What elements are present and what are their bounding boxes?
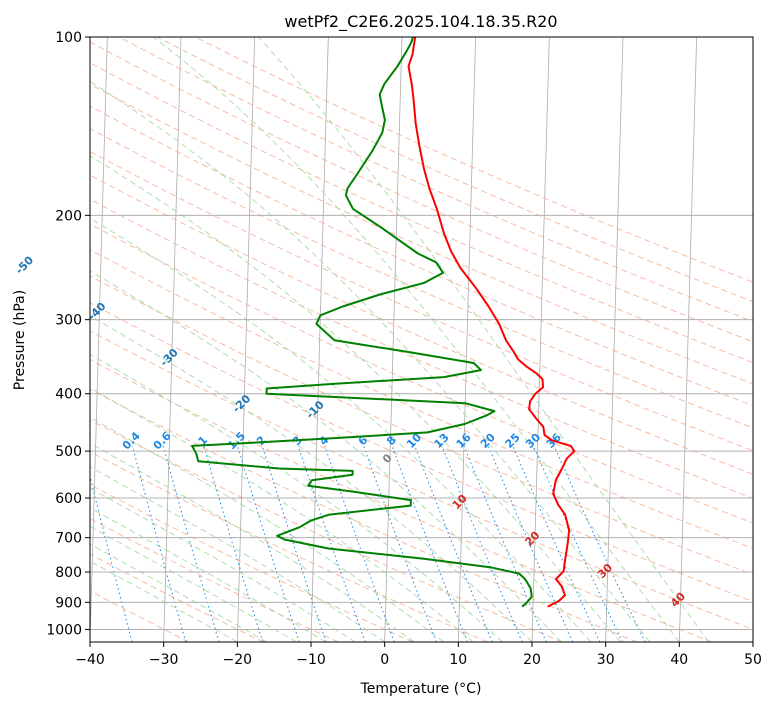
dry-adiabat-line bbox=[90, 451, 488, 642]
x-axis: −40 −30 −20 −10 0 10 20 30 40 50 bbox=[75, 642, 762, 668]
dry-adiabat-line bbox=[194, 37, 753, 283]
x-tick-label: 50 bbox=[744, 652, 762, 668]
dry-adiabat-line bbox=[90, 590, 190, 642]
mixing-ratio-line bbox=[391, 445, 468, 642]
moist-adiabat-line bbox=[152, 37, 680, 642]
mixing-ratio-line bbox=[553, 445, 646, 642]
mixing-ratio-line bbox=[203, 445, 264, 642]
y-tick-label: 300 bbox=[55, 313, 82, 329]
dry-adiabat-line bbox=[90, 198, 753, 499]
mixing-ratio-line bbox=[463, 445, 547, 642]
moist-adiabat-line bbox=[90, 387, 474, 642]
moist-adiabat-line bbox=[90, 466, 385, 642]
dry-adiabat-line bbox=[90, 83, 753, 385]
dry-adiabat-line bbox=[90, 275, 753, 576]
y-tick-label: 700 bbox=[55, 531, 82, 547]
dry-adiabat-line bbox=[90, 358, 712, 642]
moist-adiabat-line bbox=[90, 80, 651, 642]
x-tick-label: −20 bbox=[223, 652, 253, 668]
x-tick-label: 30 bbox=[597, 652, 615, 668]
y-axis-title: Pressure (hPa) bbox=[12, 290, 28, 390]
x-tick-label: 40 bbox=[670, 652, 688, 668]
moist-adiabat-line bbox=[90, 155, 621, 642]
y-tick-label: 900 bbox=[55, 595, 82, 611]
x-tick-label: 10 bbox=[449, 652, 467, 668]
x-tick-label: 20 bbox=[523, 652, 541, 668]
plot-frame bbox=[89, 36, 754, 643]
isotherm-label: -50 bbox=[13, 253, 36, 276]
mixing-ratio-line bbox=[90, 474, 133, 642]
dry-adiabat-line bbox=[90, 419, 563, 642]
temperature-line bbox=[407, 37, 576, 608]
x-tick-label: −40 bbox=[75, 652, 105, 668]
x-tick-label: 0 bbox=[380, 652, 389, 668]
dry-adiabat-line bbox=[90, 105, 753, 407]
dry-adiabat-line bbox=[90, 553, 264, 642]
moist-adiabat-line bbox=[90, 442, 415, 642]
dry-adiabat-line bbox=[90, 174, 753, 475]
isotherm-line bbox=[236, 37, 256, 642]
moist-adiabat-line bbox=[90, 416, 444, 642]
dry-adiabat-line bbox=[118, 37, 753, 323]
isotherm-line bbox=[752, 628, 753, 642]
y-tick-label: 100 bbox=[55, 30, 82, 46]
isotherm-line bbox=[678, 37, 698, 642]
dry-adiabat-line bbox=[90, 483, 414, 642]
dry-adiabat-line bbox=[90, 388, 638, 642]
moist-adiabat-line bbox=[90, 315, 533, 642]
y-tick-label: 200 bbox=[55, 208, 82, 224]
moist-adiabat-line bbox=[90, 525, 297, 642]
moist-adiabat-line bbox=[90, 217, 592, 642]
moist-adiabat-line bbox=[90, 353, 503, 642]
mixing-ratio-line bbox=[236, 445, 300, 642]
background-lines bbox=[90, 37, 753, 642]
chart-title: wetPf2_C2E6.2025.104.18.35.R20 bbox=[284, 12, 557, 32]
y-tick-label: 500 bbox=[55, 444, 82, 460]
isotherm-line bbox=[605, 37, 624, 642]
mixing-ratio-line bbox=[414, 445, 493, 642]
x-axis-title: Temperature (°C) bbox=[360, 681, 482, 697]
pressure-grid bbox=[90, 37, 753, 630]
dry-adiabat-line bbox=[90, 150, 753, 452]
dry-adiabat-line bbox=[90, 223, 753, 524]
y-tick-label: 1000 bbox=[46, 622, 82, 638]
isotherm-line bbox=[384, 37, 403, 642]
moist-adiabat-line bbox=[90, 270, 562, 642]
x-tick-label: −10 bbox=[296, 652, 326, 668]
isotherm-line bbox=[163, 37, 182, 642]
y-tick-label: 600 bbox=[55, 491, 82, 507]
dry-adiabat-line bbox=[90, 41, 753, 343]
dewpoint-line bbox=[191, 37, 533, 608]
x-tick-label: −30 bbox=[149, 652, 179, 668]
moist-adiabat-line bbox=[258, 37, 710, 642]
y-tick-label: 800 bbox=[55, 565, 82, 581]
profile-lines bbox=[191, 37, 576, 608]
moist-adiabat-line bbox=[90, 507, 326, 642]
mixing-ratio-line bbox=[441, 445, 523, 642]
y-axis: 100 200 300 400 500 600 700 800 900 1000 bbox=[46, 30, 90, 638]
isotherm-line bbox=[90, 37, 108, 642]
y-tick-label: 400 bbox=[55, 387, 82, 403]
